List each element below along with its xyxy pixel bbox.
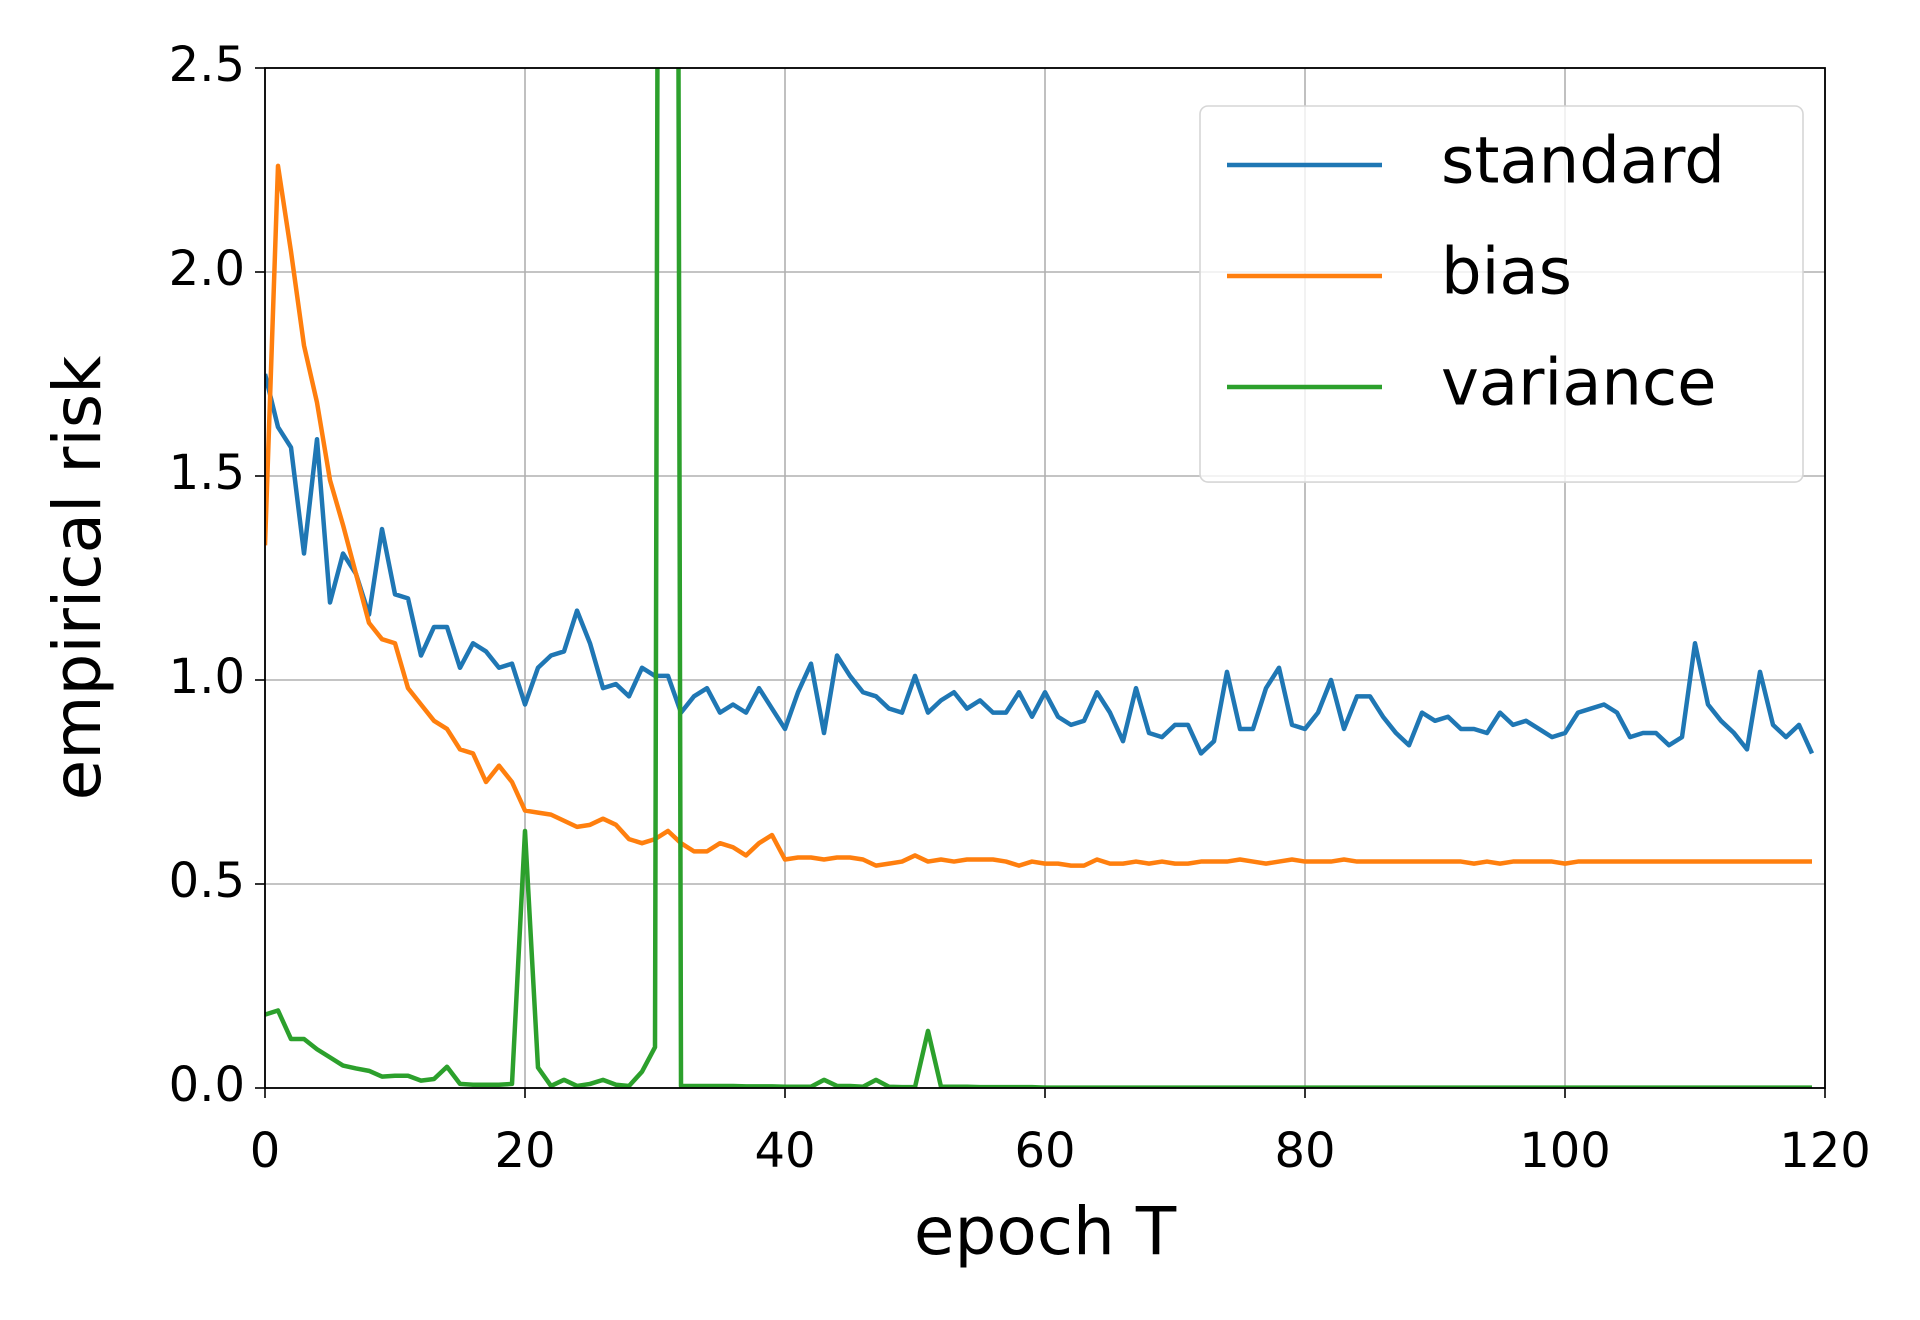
x-axis-label: epoch T <box>914 1193 1177 1270</box>
x-tick-label: 120 <box>1779 1123 1871 1179</box>
y-tick-label: 1.5 <box>169 445 245 501</box>
x-tick-label: 40 <box>754 1123 815 1179</box>
y-axis-label: empirical risk <box>39 355 116 801</box>
legend-label: standard <box>1441 125 1725 199</box>
y-tick-label: 2.5 <box>169 37 245 93</box>
legend-label: variance <box>1441 347 1717 421</box>
y-tick-label: 1.0 <box>169 649 245 705</box>
y-tick-label: 2.0 <box>169 241 245 297</box>
y-tick-label: 0.0 <box>169 1057 245 1113</box>
axes: 0 20 40 60 80 100 120 0.0 0.5 1.0 1.5 2.0 2.5 <box>169 37 1871 1179</box>
x-tick-label: 60 <box>1014 1123 1075 1179</box>
x-tick-label: 100 <box>1519 1123 1611 1179</box>
x-tick-label: 80 <box>1274 1123 1335 1179</box>
data-line <box>265 373 1815 756</box>
axes-frame <box>264 67 1826 1089</box>
legend-label: bias <box>1441 236 1572 310</box>
y-tick-label: 0.5 <box>169 853 245 909</box>
x-tick-label: 0 <box>250 1123 281 1179</box>
x-tick-label: 20 <box>494 1123 555 1179</box>
legend: standard bias variance <box>1199 105 1804 483</box>
data-line <box>265 163 1812 868</box>
